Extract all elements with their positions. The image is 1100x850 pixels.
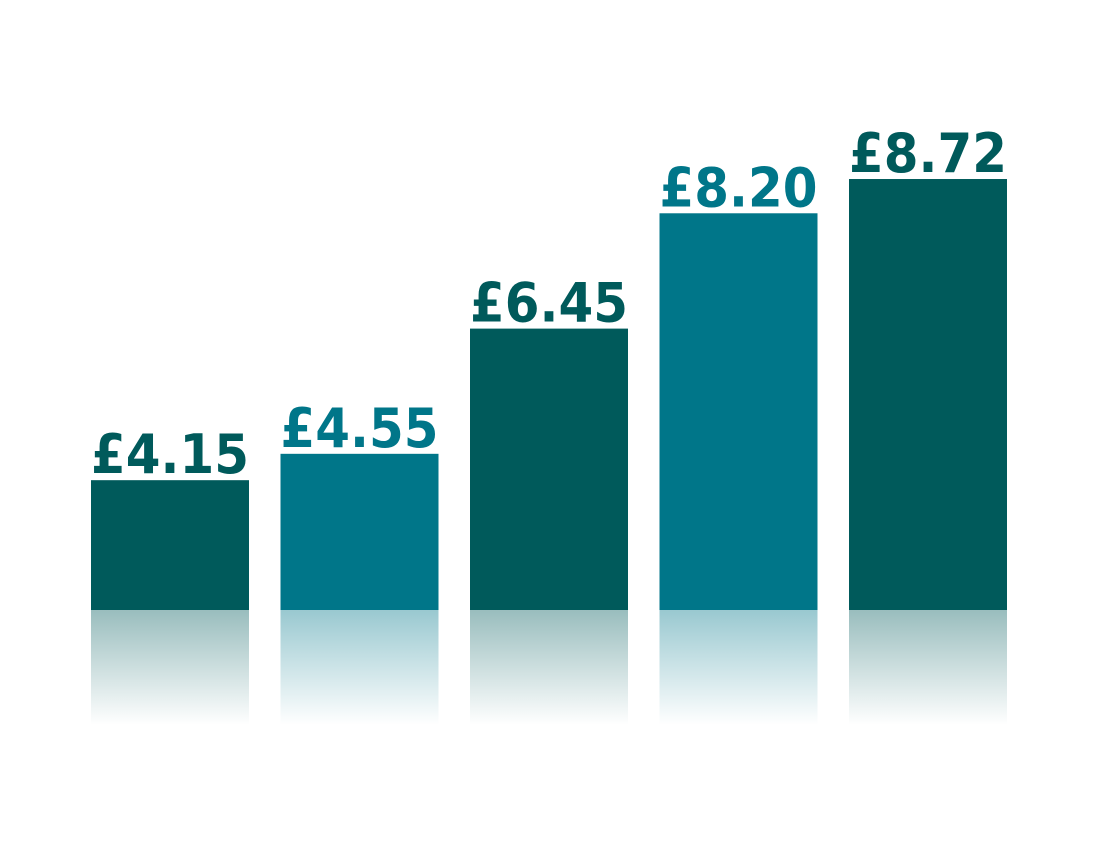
bar-5 <box>849 179 1007 611</box>
data-label-1: £4.15 <box>91 423 249 486</box>
bar-reflection-1 <box>91 610 249 725</box>
data-label-5: £8.72 <box>849 122 1007 185</box>
data-label-4: £8.20 <box>660 156 818 219</box>
bar-1 <box>91 480 249 610</box>
bar-reflection-3 <box>470 610 628 725</box>
bar-2 <box>280 453 439 610</box>
bar-3 <box>470 328 628 610</box>
bar-reflection-4 <box>659 610 818 725</box>
data-label-2: £4.55 <box>281 397 439 460</box>
data-label-3: £6.45 <box>470 272 628 335</box>
bar-4 <box>659 213 818 611</box>
bar-reflection-5 <box>849 610 1007 725</box>
bar-reflection-2 <box>280 610 439 725</box>
